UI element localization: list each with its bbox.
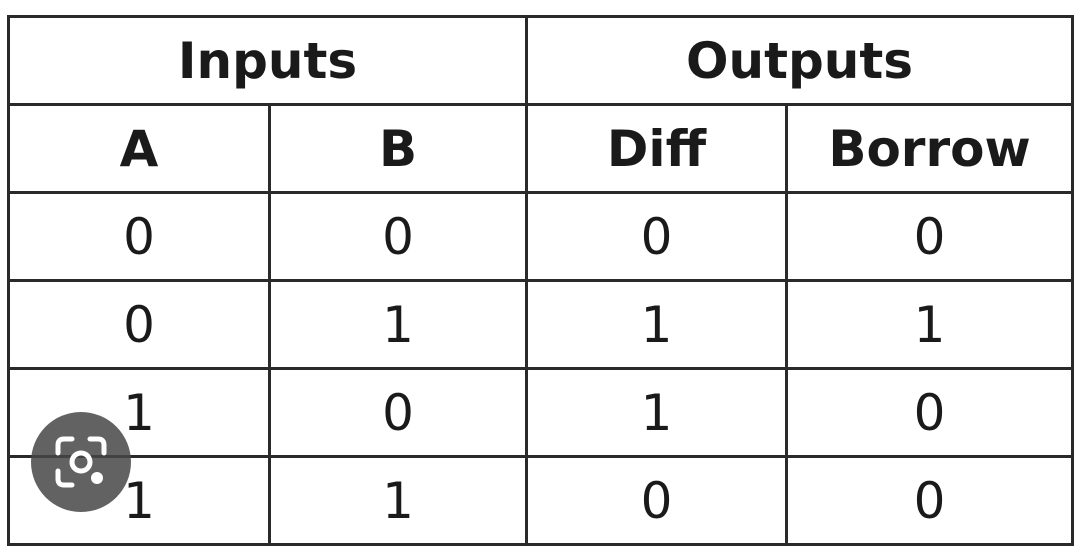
table-row: 1 1 0 0 xyxy=(7,455,1074,546)
visual-search-lens-icon xyxy=(55,436,107,488)
table-cell: 0 xyxy=(7,279,271,370)
table-cell: 1 xyxy=(268,455,528,546)
table-cell: 0 xyxy=(785,191,1074,282)
column-header-borrow: Borrow xyxy=(785,103,1074,194)
truth-table: Inputs Outputs A B Diff Borrow 0 0 0 0 0… xyxy=(7,15,1074,546)
table-cell: 0 xyxy=(7,191,271,282)
column-header-diff: Diff xyxy=(525,103,788,194)
table-cell: 1 xyxy=(525,279,788,370)
group-header-row: Inputs Outputs xyxy=(7,15,1074,106)
table-cell: 0 xyxy=(268,191,528,282)
table-row: 0 0 0 0 xyxy=(7,191,1074,282)
table-cell: 1 xyxy=(268,279,528,370)
outputs-group-header: Outputs xyxy=(525,15,1074,106)
table-row: 1 0 1 0 xyxy=(7,367,1074,458)
column-header-b: B xyxy=(268,103,528,194)
table-cell: 0 xyxy=(525,191,788,282)
inputs-group-header: Inputs xyxy=(7,15,528,106)
table-cell: 0 xyxy=(525,455,788,546)
table-cell: 1 xyxy=(525,367,788,458)
column-header-a: A xyxy=(7,103,271,194)
table-row: 0 1 1 1 xyxy=(7,279,1074,370)
table-cell: 0 xyxy=(268,367,528,458)
column-header-row: A B Diff Borrow xyxy=(7,103,1074,194)
table-cell: 0 xyxy=(785,455,1074,546)
visual-search-button[interactable] xyxy=(31,412,131,512)
table-cell: 0 xyxy=(785,367,1074,458)
table-cell: 1 xyxy=(785,279,1074,370)
